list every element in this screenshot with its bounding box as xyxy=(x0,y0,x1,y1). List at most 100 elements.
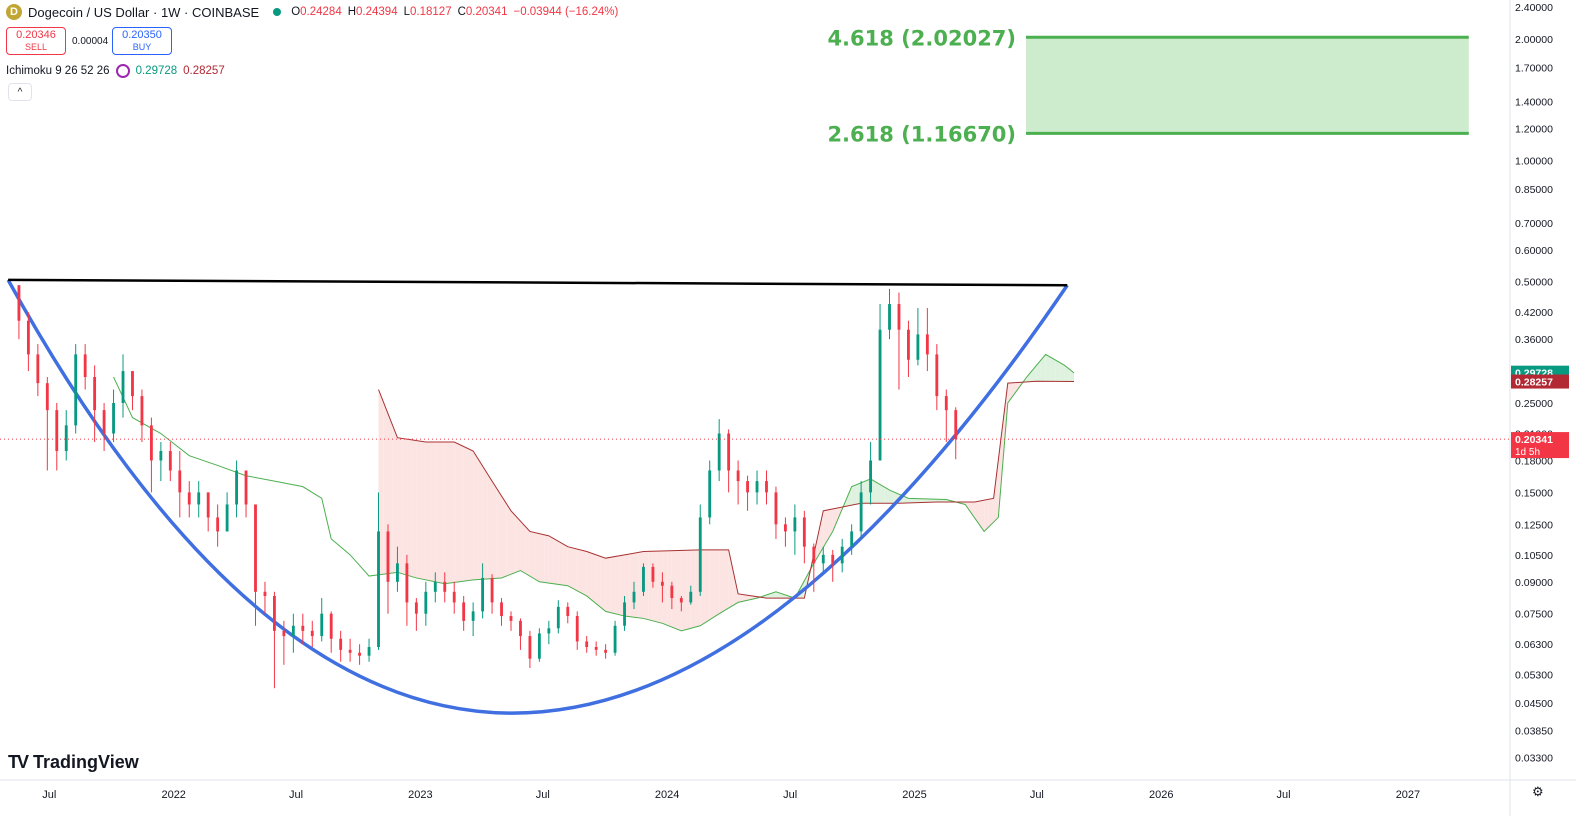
candle-body[interactable] xyxy=(178,470,182,493)
candle-body[interactable] xyxy=(291,625,295,637)
candle-body[interactable] xyxy=(821,554,825,564)
candle-body[interactable] xyxy=(405,563,409,603)
candle-body[interactable] xyxy=(897,304,901,330)
candle-body[interactable] xyxy=(443,581,447,592)
candle-body[interactable] xyxy=(717,433,721,471)
candle-body[interactable] xyxy=(386,531,390,582)
candle-body[interactable] xyxy=(594,647,598,650)
candle-body[interactable] xyxy=(481,577,485,612)
indicator-settings-icon[interactable] xyxy=(115,64,130,78)
candle-body[interactable] xyxy=(566,606,570,617)
candle-body[interactable] xyxy=(329,613,333,639)
candle-body[interactable] xyxy=(263,591,267,596)
candle-body[interactable] xyxy=(642,566,645,592)
candle-body[interactable] xyxy=(273,595,276,631)
candle-body[interactable] xyxy=(462,602,466,621)
candle-body[interactable] xyxy=(954,410,958,440)
candle-body[interactable] xyxy=(528,636,532,659)
candle-body[interactable] xyxy=(26,320,30,355)
candle-body[interactable] xyxy=(367,647,371,656)
candle-body[interactable] xyxy=(301,625,305,631)
candle-body[interactable] xyxy=(670,585,674,599)
candle-body[interactable] xyxy=(623,602,626,626)
candle-body[interactable] xyxy=(556,606,560,629)
chevron-up-icon[interactable]: ^ xyxy=(8,83,32,101)
candle-body[interactable] xyxy=(547,628,551,634)
candle-body[interactable] xyxy=(320,613,324,637)
candle-body[interactable] xyxy=(348,649,352,653)
candle-body[interactable] xyxy=(396,563,399,582)
candle-body[interactable] xyxy=(916,334,920,360)
candle-body[interactable] xyxy=(216,517,220,532)
candle-body[interactable] xyxy=(727,433,731,471)
candle-body[interactable] xyxy=(519,620,522,637)
candle-body[interactable] xyxy=(377,531,380,648)
candle-body[interactable] xyxy=(774,492,778,525)
candle-body[interactable] xyxy=(632,591,636,603)
candle-body[interactable] xyxy=(197,492,201,505)
candle-body[interactable] xyxy=(755,481,759,493)
candle-body[interactable] xyxy=(793,517,797,532)
candle-body[interactable] xyxy=(159,451,163,461)
candle-body[interactable] xyxy=(74,354,78,426)
candlesticks[interactable] xyxy=(17,285,958,689)
candle-body[interactable] xyxy=(424,591,428,614)
candle-body[interactable] xyxy=(254,504,257,592)
candle-body[interactable] xyxy=(83,354,87,378)
candle-body[interactable] xyxy=(679,598,683,603)
candle-body[interactable] xyxy=(802,517,806,547)
candle-body[interactable] xyxy=(358,652,362,656)
candle-body[interactable] xyxy=(282,630,286,637)
candle-body[interactable] xyxy=(93,377,97,411)
indicator-legend[interactable]: Ichimoku 9 26 52 26 0.29728 0.28257 xyxy=(6,64,225,78)
candle-body[interactable] xyxy=(783,524,787,532)
candle-body[interactable] xyxy=(850,531,854,547)
candle-body[interactable] xyxy=(660,581,664,586)
candle-body[interactable] xyxy=(888,304,891,330)
candle-body[interactable] xyxy=(490,577,494,603)
candle-body[interactable] xyxy=(613,625,617,653)
candle-body[interactable] xyxy=(746,481,749,493)
candle-body[interactable] xyxy=(206,492,210,518)
candle-body[interactable] xyxy=(869,460,873,493)
candle-body[interactable] xyxy=(708,470,712,518)
candle-body[interactable] xyxy=(45,383,49,411)
candle-body[interactable] xyxy=(149,425,153,461)
sell-button[interactable]: 0.20346 SELL xyxy=(6,27,66,55)
candle-body[interactable] xyxy=(736,470,740,482)
buy-button[interactable]: 0.20350 BUY xyxy=(112,27,172,55)
candle-body[interactable] xyxy=(537,633,541,659)
candle-body[interactable] xyxy=(140,396,144,426)
candle-body[interactable] xyxy=(310,630,314,637)
candle-body[interactable] xyxy=(859,492,863,532)
candle-body[interactable] xyxy=(689,591,693,603)
candle-body[interactable] xyxy=(452,591,456,603)
candle-body[interactable] xyxy=(102,410,106,434)
candle-body[interactable] xyxy=(500,602,503,617)
candle-body[interactable] xyxy=(64,425,68,452)
candle-body[interactable] xyxy=(225,504,229,532)
candle-body[interactable] xyxy=(244,470,248,505)
candle-body[interactable] xyxy=(935,354,939,397)
candle-body[interactable] xyxy=(168,451,172,471)
candle-body[interactable] xyxy=(509,616,513,621)
candle-body[interactable] xyxy=(235,470,238,505)
candle-body[interactable] xyxy=(112,402,115,434)
candle-body[interactable] xyxy=(840,546,844,564)
candle-body[interactable] xyxy=(121,371,125,403)
candle-body[interactable] xyxy=(585,641,589,648)
candle-body[interactable] xyxy=(944,396,948,411)
symbol-title[interactable]: Dogecoin / US Dollar · 1W · COINBASE xyxy=(28,4,260,20)
candle-body[interactable] xyxy=(414,602,418,614)
candle-body[interactable] xyxy=(765,481,768,493)
candle-body[interactable] xyxy=(55,410,59,452)
candle-body[interactable] xyxy=(36,354,40,384)
indicator-name[interactable]: Ichimoku 9 26 52 26 xyxy=(6,65,110,77)
candle-body[interactable] xyxy=(651,566,655,582)
candle-body[interactable] xyxy=(187,492,191,505)
candle-body[interactable] xyxy=(925,334,929,355)
candle-body[interactable] xyxy=(471,611,475,621)
candle-body[interactable] xyxy=(17,285,21,321)
